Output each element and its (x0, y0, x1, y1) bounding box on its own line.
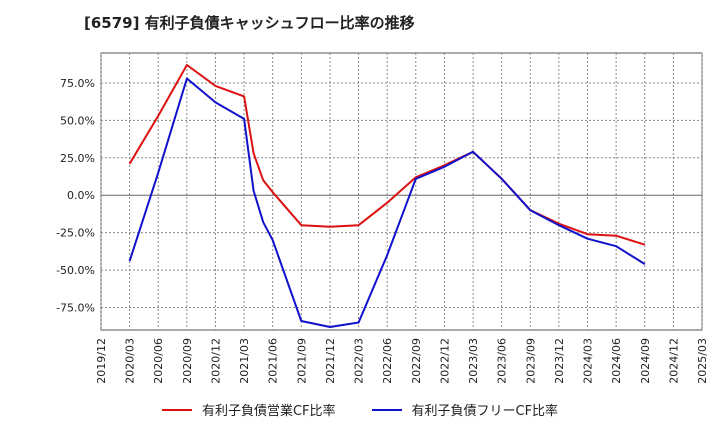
legend-swatch-blue (371, 408, 402, 411)
y-tick-label: 50.0% (60, 114, 95, 127)
plot-area (100, 52, 703, 331)
x-tick-label: 2020/09 (181, 338, 194, 384)
x-tick-label: 2025/03 (696, 338, 709, 384)
legend-label-operating-cf: 有利子負債営業CF比率 (201, 404, 336, 419)
legend: 有利子負債営業CF比率 有利子負債フリーCF比率 (0, 400, 720, 419)
x-tick-label: 2021/09 (295, 338, 308, 384)
x-axis-ticks: 2019/12 2020/03 2020/06 2020/09 2020/12 2021/… (95, 338, 709, 384)
x-tick-label: 2020/03 (124, 338, 137, 384)
y-tick-label: 25.0% (60, 152, 95, 165)
y-axis-ticks: 75.0% 50.0% 25.0% 0.0% -25.0% -50.0% -75.0% (56, 77, 95, 315)
y-tick-label: -50.0% (56, 264, 95, 277)
series-line-free-cf (128, 77, 646, 328)
y-tick-label: -25.0% (56, 227, 95, 240)
x-tick-label: 2022/06 (381, 338, 394, 384)
x-tick-label: 2022/12 (438, 338, 451, 384)
y-tick-label: -75.0% (56, 302, 95, 315)
x-tick-label: 2024/03 (582, 338, 595, 384)
x-tick-label: 2023/12 (553, 338, 566, 384)
x-tick-label: 2021/12 (324, 338, 337, 384)
legend-item-operating-cf: 有利子負債営業CF比率 (161, 400, 336, 419)
grid-lines (100, 53, 703, 330)
x-tick-label: 2024/12 (667, 338, 680, 384)
x-tick-label: 2019/12 (95, 338, 108, 384)
legend-label-free-cf: 有利子負債フリーCF比率 (411, 404, 559, 419)
x-tick-label: 2020/12 (209, 338, 222, 384)
y-tick-label: 75.0% (60, 77, 95, 90)
x-tick-label: 2023/03 (467, 338, 480, 384)
x-tick-label: 2024/09 (639, 338, 652, 384)
x-tick-label: 2023/09 (524, 338, 537, 384)
x-tick-label: 2022/03 (353, 338, 366, 384)
x-tick-label: 2021/03 (238, 338, 251, 384)
x-tick-label: 2023/06 (496, 338, 509, 384)
x-tick-label: 2021/06 (267, 338, 280, 384)
x-tick-label: 2022/09 (410, 338, 423, 384)
legend-swatch-red (161, 408, 192, 411)
series-lines (128, 64, 646, 328)
legend-item-free-cf: 有利子負債フリーCF比率 (371, 400, 559, 419)
chart-title: [6579] 有利子負債キャッシュフロー比率の推移 (84, 14, 415, 32)
x-tick-label: 2020/06 (152, 338, 165, 384)
x-tick-label: 2024/06 (610, 338, 623, 384)
y-tick-label: 0.0% (67, 189, 95, 202)
